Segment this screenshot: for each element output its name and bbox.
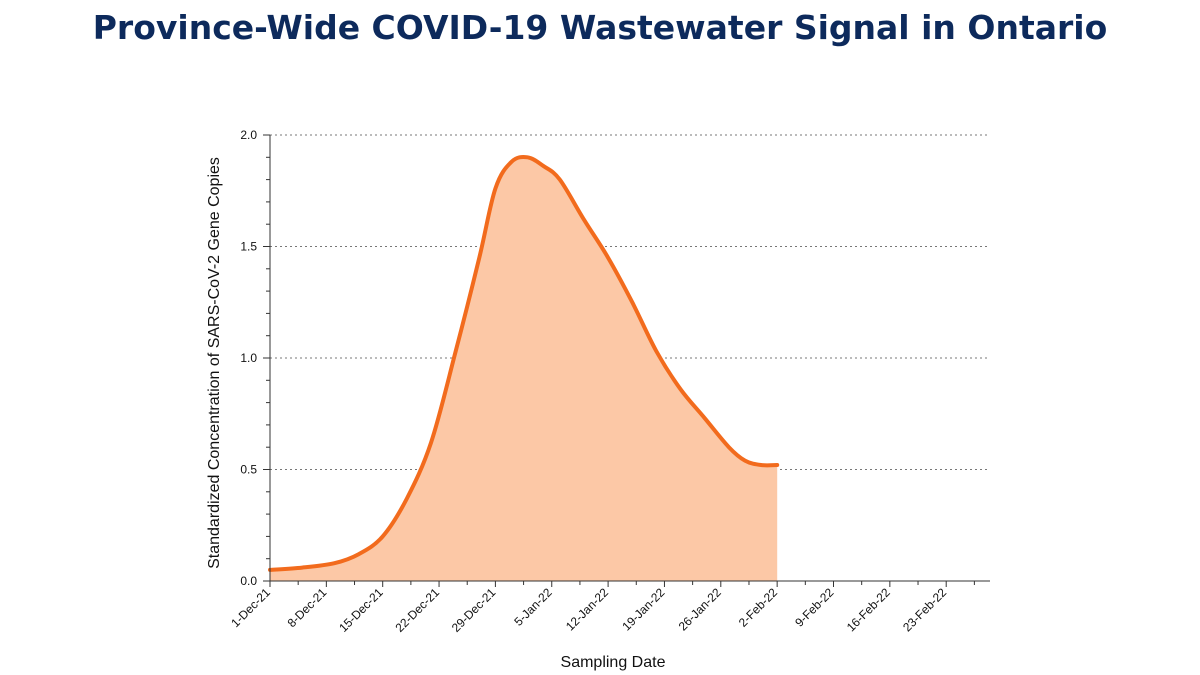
- x-tick-label: 23-Feb-22: [900, 585, 949, 634]
- y-axis-title: Standardized Concentration of SARS-CoV-2…: [206, 157, 223, 569]
- x-tick-label: 29-Dec-21: [449, 585, 499, 635]
- y-tick-label: 1.5: [240, 240, 257, 254]
- series-line: [268, 154, 780, 572]
- y-tick-label: 0.5: [240, 463, 257, 477]
- x-tick-label: 5-Jan-22: [511, 585, 555, 629]
- x-tick-label: 12-Jan-22: [563, 585, 611, 633]
- x-tick-label: 26-Jan-22: [676, 585, 724, 633]
- x-tick-label: 9-Feb-22: [792, 585, 837, 630]
- y-tick-label: 0.0: [240, 574, 257, 588]
- area-layer: [268, 154, 780, 581]
- y-tick-label: 2.0: [240, 128, 257, 142]
- x-tick-label: 15-Dec-21: [336, 585, 386, 635]
- axis-layer: [263, 134, 990, 587]
- x-tick-label: 1-Dec-21: [228, 585, 273, 630]
- x-axis-title: Sampling Date: [561, 654, 666, 671]
- x-tick-label: 8-Dec-21: [285, 585, 330, 630]
- x-tick-label: 22-Dec-21: [393, 585, 443, 635]
- x-tick-label: 16-Feb-22: [844, 585, 893, 634]
- x-tick-label: 19-Jan-22: [619, 585, 667, 633]
- chart-title: Province-Wide COVID-19 Wastewater Signal…: [92, 8, 1108, 47]
- series-area: [270, 156, 778, 581]
- y-tick-label: 1.0: [240, 351, 257, 365]
- x-tick-label: 2-Feb-22: [736, 585, 781, 630]
